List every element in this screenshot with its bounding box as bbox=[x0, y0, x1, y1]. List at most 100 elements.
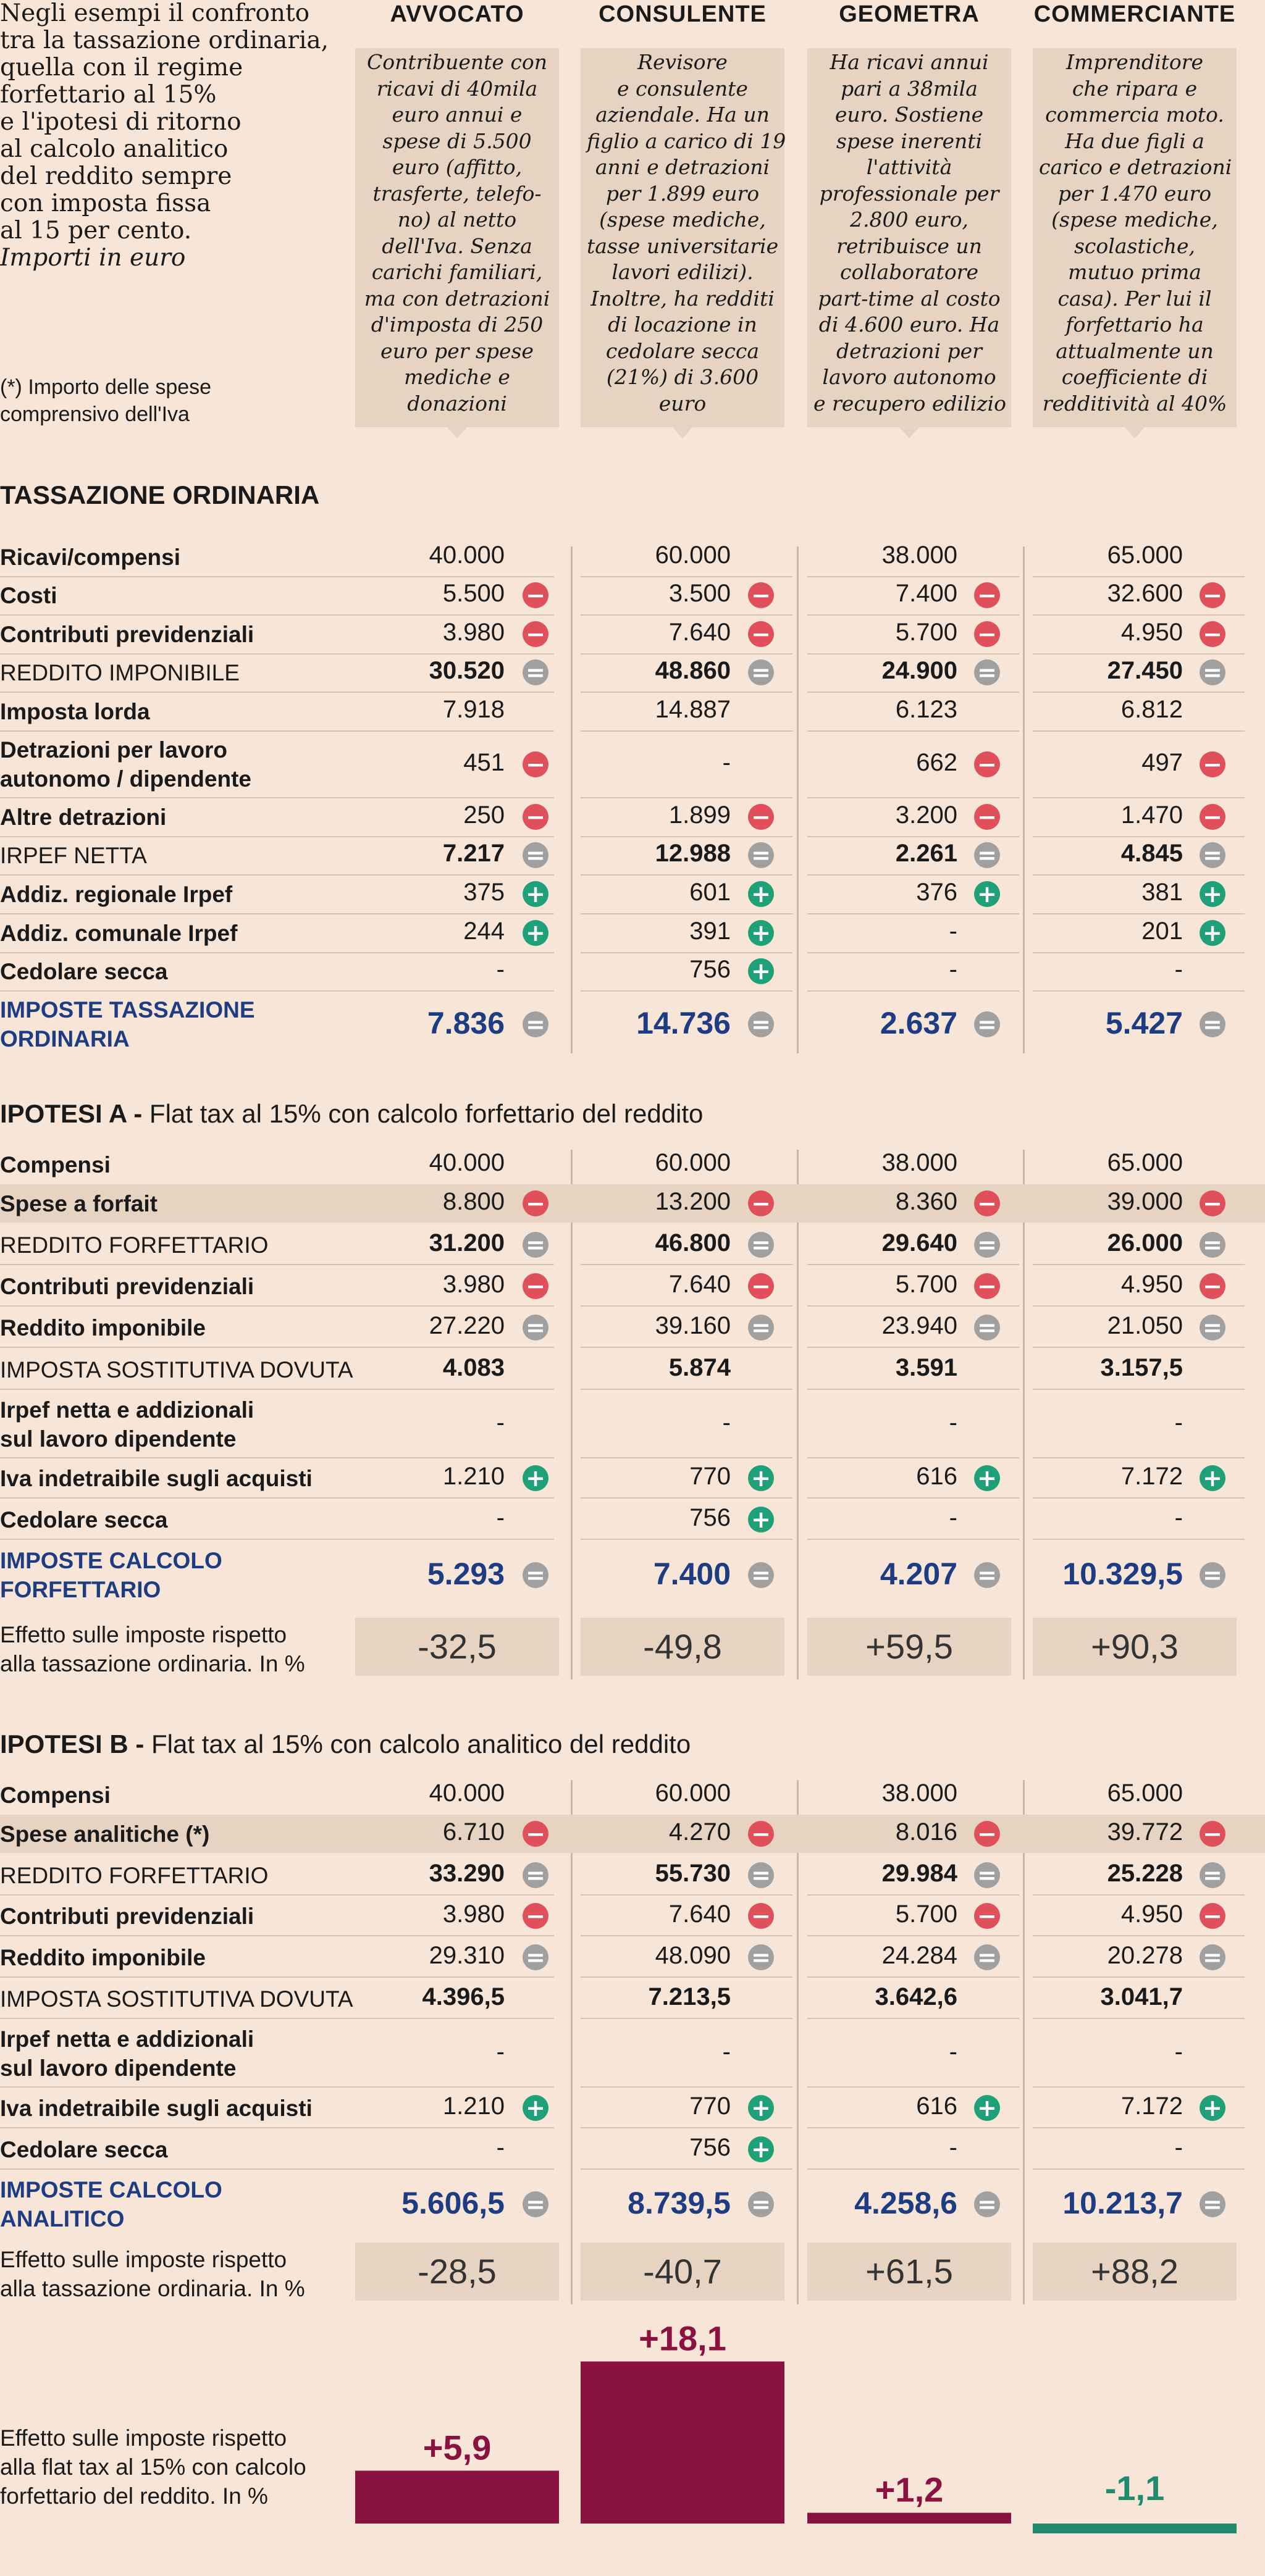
plus-circle-icon: + bbox=[974, 2095, 1000, 2121]
row-label: REDDITO FORFETTARIO bbox=[0, 1861, 346, 1890]
row-divider bbox=[581, 1347, 792, 1348]
row-divider bbox=[0, 2168, 554, 2170]
description-line: per 1.899 euro bbox=[605, 181, 760, 206]
minus-circle-icon: − bbox=[748, 804, 774, 830]
row-divider bbox=[0, 1389, 554, 1390]
description-line: casa). Per lui il bbox=[1057, 286, 1212, 311]
units-note: Importi in euro bbox=[0, 244, 186, 272]
cell-value: 7.217 bbox=[442, 840, 505, 868]
cell-value: 375 bbox=[463, 879, 505, 906]
cell-value: - bbox=[949, 2038, 957, 2065]
cell-value: 7.172 bbox=[1120, 1463, 1183, 1491]
cell-value: 4.258,6 bbox=[854, 2185, 957, 2220]
section-title-bold: TASSAZIONE ORDINARIA bbox=[0, 480, 319, 509]
row-label-line: Contributi previdenziali bbox=[0, 1273, 254, 1299]
footnote-line: (*) Importo delle spese bbox=[0, 375, 212, 399]
cell-value: 26.000 bbox=[1107, 1229, 1183, 1257]
cell-value: 30.520 bbox=[429, 657, 505, 685]
column-divider bbox=[797, 546, 799, 1053]
cell-value: 391 bbox=[689, 918, 731, 945]
row-divider bbox=[581, 2018, 792, 2019]
row-label-line: Addiz. regionale Irpef bbox=[0, 881, 233, 907]
row-divider bbox=[1033, 836, 1245, 837]
effect-value-box: -32,5 bbox=[355, 1618, 559, 1676]
row-divider bbox=[581, 730, 792, 732]
minus-circle-icon: − bbox=[974, 1903, 1000, 1929]
row-divider bbox=[807, 797, 1019, 798]
plus-circle-icon: + bbox=[1200, 1465, 1225, 1491]
effect-label-line: Effetto sulle imposte rispetto bbox=[0, 1622, 287, 1647]
cell-value: 6.710 bbox=[442, 1818, 505, 1846]
chart-label: Effetto sulle imposte rispetto alla flat … bbox=[0, 2423, 346, 2511]
cell-value: 40.000 bbox=[429, 1149, 505, 1177]
equals-circle-icon: = bbox=[974, 2191, 1000, 2217]
equals-circle-icon: = bbox=[1200, 1562, 1225, 1588]
row-label: Cedolare secca bbox=[0, 957, 346, 986]
description-line: mediche e bbox=[404, 365, 510, 389]
row-label-line: Ricavi/compensi bbox=[0, 544, 181, 570]
description-line: anni e detrazioni bbox=[595, 155, 770, 179]
equals-circle-icon: = bbox=[974, 1232, 1000, 1258]
intro-line: al calcolo analitico bbox=[0, 135, 229, 163]
minus-circle-icon: − bbox=[523, 582, 548, 608]
minus-circle-icon: − bbox=[748, 1903, 774, 1929]
plus-circle-icon: + bbox=[748, 1507, 774, 1533]
plus-circle-icon: + bbox=[1200, 920, 1225, 946]
row-label-line: REDDITO IMPONIBILE bbox=[0, 659, 240, 685]
column-header-geometra: GEOMETRA bbox=[839, 1, 980, 27]
row-label: Cedolare secca bbox=[0, 1505, 346, 1534]
description-line: scolastiche, bbox=[1074, 233, 1196, 258]
row-label: IMPOSTA SOSTITUTIVA DOVUTA bbox=[0, 1355, 353, 1384]
row-divider bbox=[0, 1976, 554, 1978]
row-divider bbox=[1033, 990, 1245, 992]
equals-circle-icon: = bbox=[748, 1944, 774, 1970]
cell-value: 48.090 bbox=[655, 1942, 731, 1970]
cell-value: 33.290 bbox=[429, 1860, 505, 1888]
row-divider bbox=[581, 653, 792, 654]
row-divider bbox=[581, 692, 792, 693]
row-divider bbox=[1033, 1457, 1245, 1458]
equals-circle-icon: = bbox=[1200, 1315, 1225, 1340]
row-label-line: Spese analitiche (*) bbox=[0, 1821, 210, 1847]
minus-circle-icon: − bbox=[1200, 621, 1225, 647]
row-divider bbox=[0, 1935, 554, 1936]
equals-circle-icon: = bbox=[523, 842, 548, 868]
row-divider bbox=[0, 913, 554, 914]
row-label-line: Addiz. comunale Irpef bbox=[0, 920, 238, 946]
cell-value: 24.900 bbox=[881, 657, 957, 685]
cell-value: 3.157,5 bbox=[1100, 1354, 1183, 1382]
cell-value: - bbox=[1174, 1504, 1183, 1532]
row-divider bbox=[0, 1457, 554, 1458]
row-divider bbox=[1033, 653, 1245, 654]
minus-circle-icon: − bbox=[748, 1273, 774, 1299]
row-divider bbox=[581, 1457, 792, 1458]
cell-value: 10.329,5 bbox=[1062, 1556, 1183, 1591]
row-divider bbox=[0, 1497, 554, 1499]
minus-circle-icon: − bbox=[974, 1190, 1000, 1216]
minus-circle-icon: − bbox=[974, 804, 1000, 830]
cell-value: 23.940 bbox=[881, 1312, 957, 1340]
row-label: Iva indetraibile sugli acquisti bbox=[0, 2094, 346, 2123]
description-line: lavoro autonomo bbox=[822, 365, 996, 389]
description-line: euro bbox=[658, 391, 707, 416]
plus-circle-icon: + bbox=[748, 1465, 774, 1491]
row-label-line: Spese a forfait bbox=[0, 1190, 158, 1216]
row-label: Costi bbox=[0, 581, 346, 610]
minus-circle-icon: − bbox=[748, 582, 774, 608]
row-divider bbox=[581, 1539, 792, 1540]
plus-circle-icon: + bbox=[1200, 881, 1225, 907]
cell-value: 12.988 bbox=[655, 840, 731, 868]
row-divider bbox=[807, 2168, 1019, 2170]
row-label-line: ANALITICO bbox=[0, 2206, 125, 2231]
row-divider bbox=[1033, 1347, 1245, 1348]
row-divider bbox=[1033, 2127, 1245, 2128]
equals-circle-icon: = bbox=[523, 1011, 548, 1037]
intro-line: Negli esempi il confronto bbox=[0, 0, 310, 27]
description-line: dell'Iva. Senza bbox=[382, 233, 532, 258]
row-label: Addiz. comunale Irpef bbox=[0, 919, 346, 948]
row-label-line: Reddito imponibile bbox=[0, 1315, 206, 1340]
equals-circle-icon: = bbox=[748, 1011, 774, 1037]
effect-value-box: +88,2 bbox=[1033, 2243, 1237, 2301]
row-label: Spese analitiche (*) bbox=[0, 1820, 346, 1849]
cell-value: 381 bbox=[1141, 879, 1183, 906]
